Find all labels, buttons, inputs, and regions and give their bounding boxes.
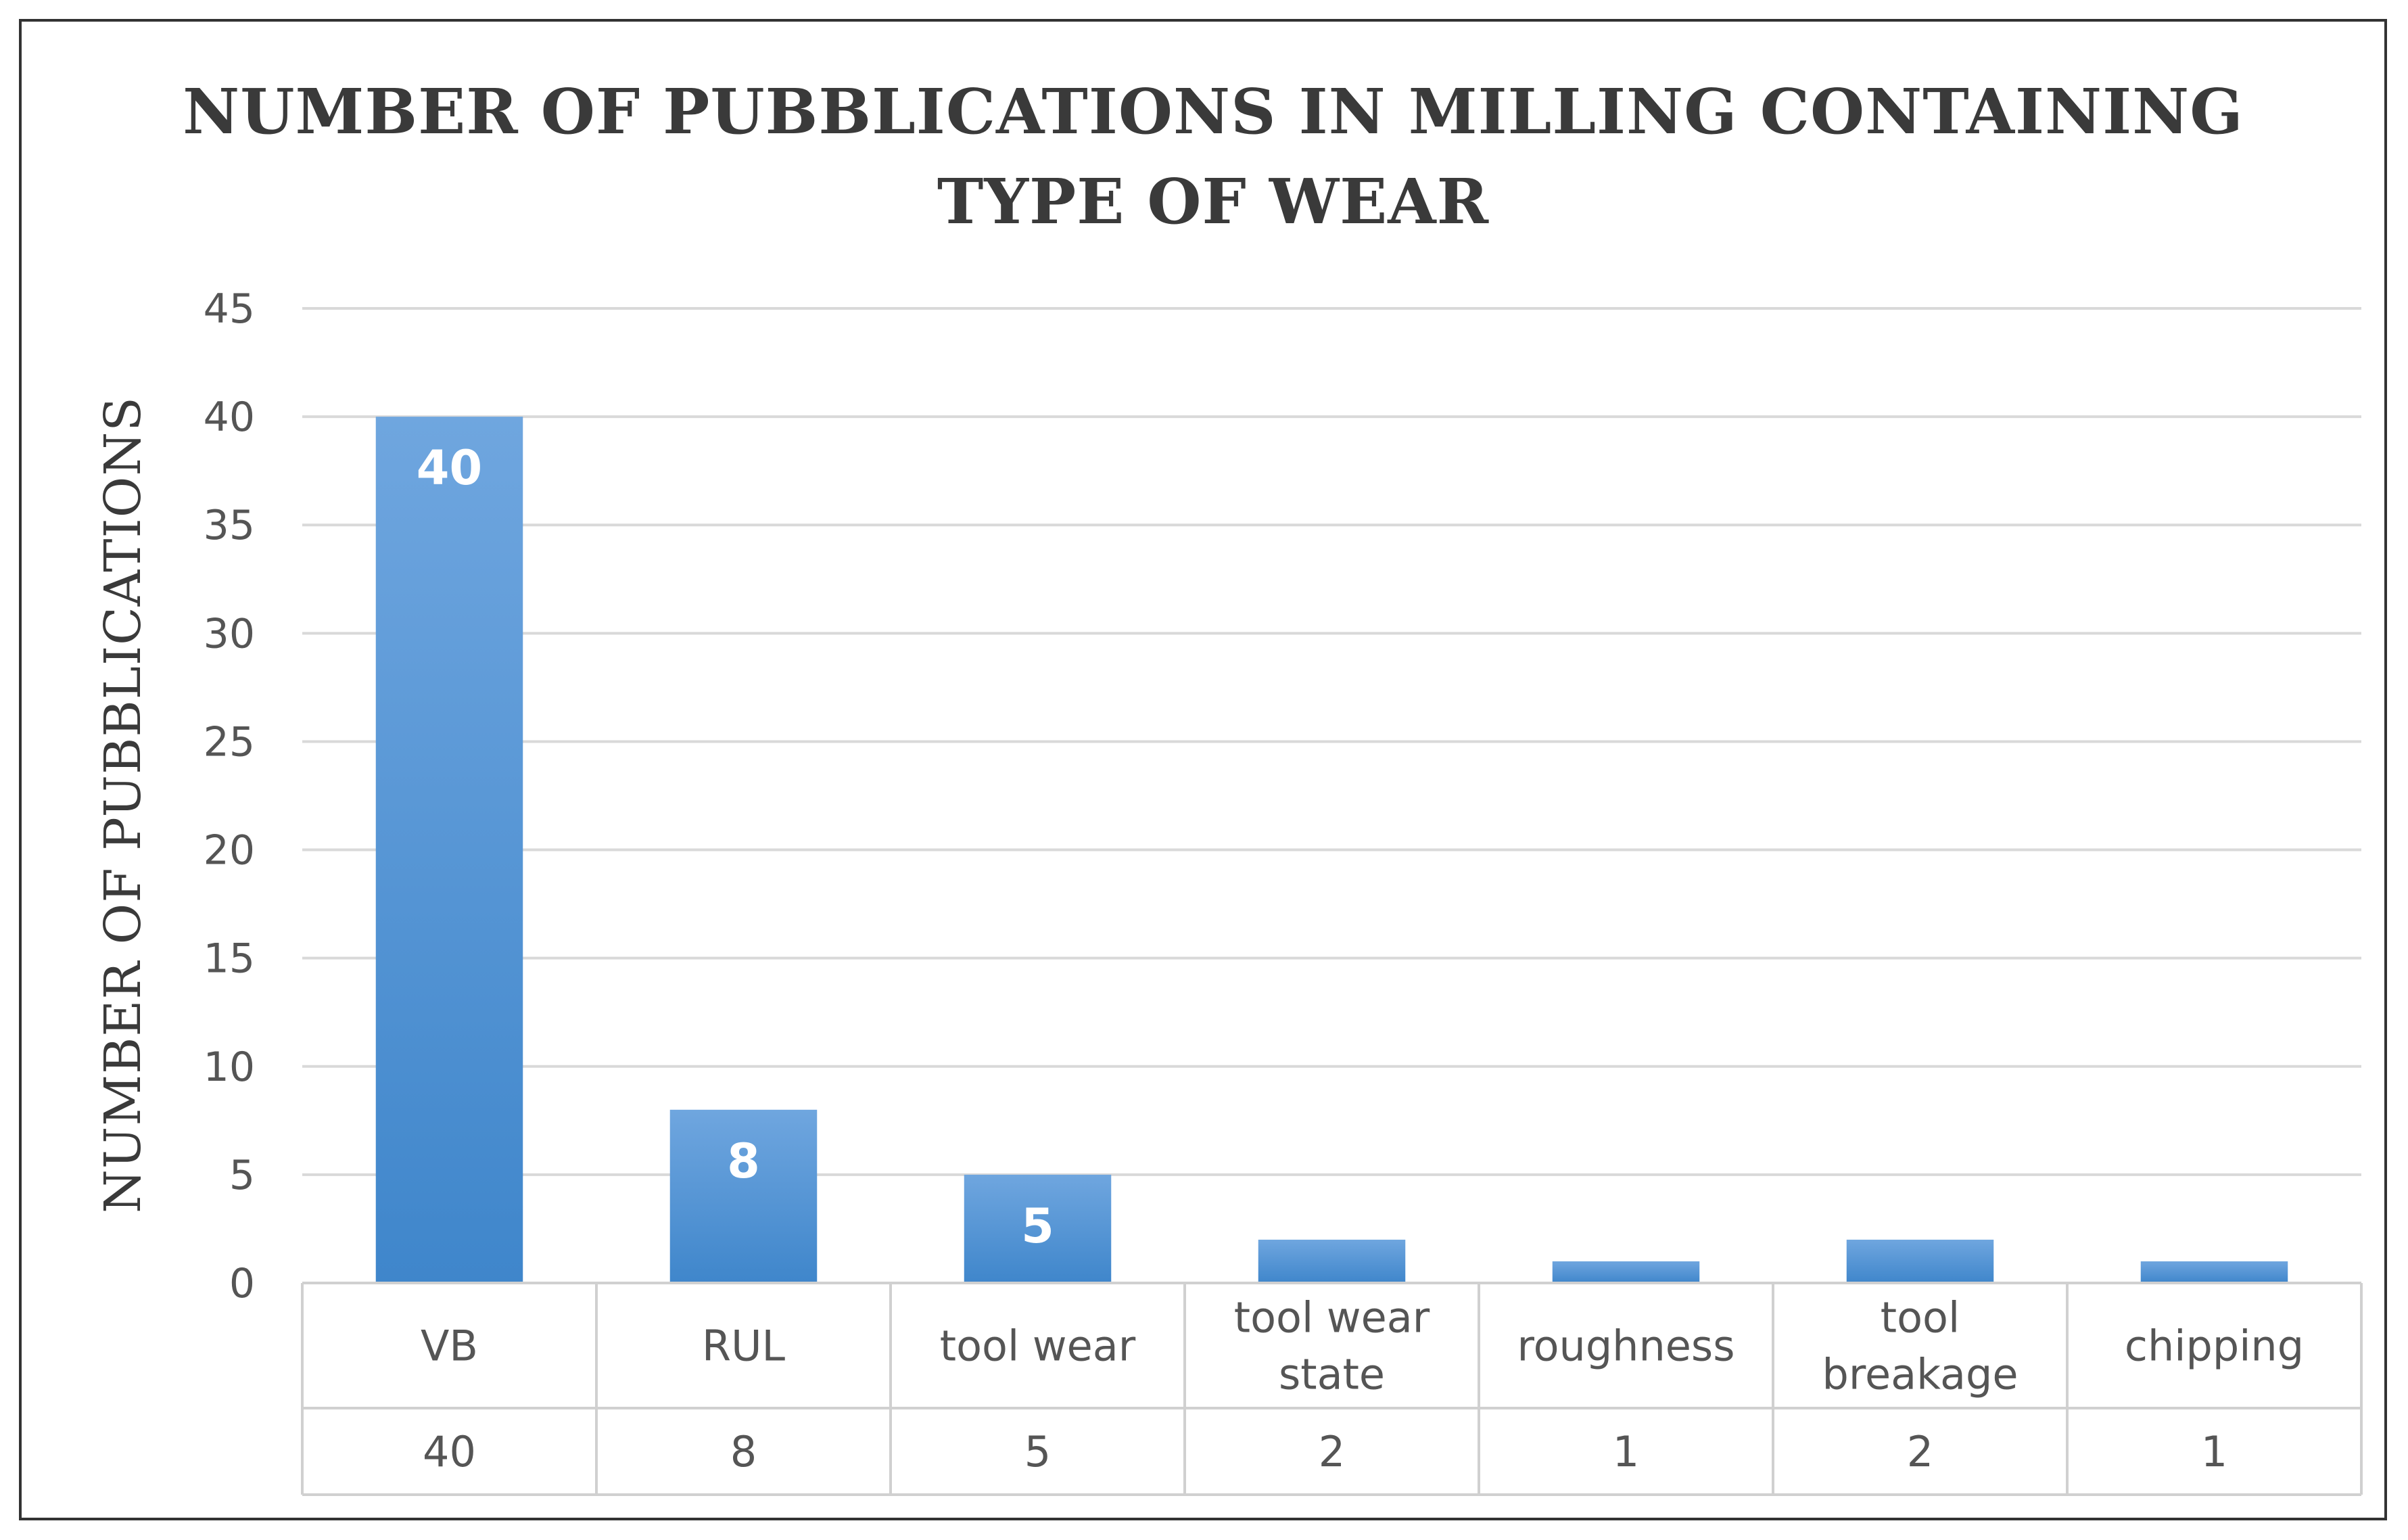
y-tick-label-35: 35 [204,502,255,549]
data-label-1: 8 [727,1134,760,1189]
bars [375,417,2288,1283]
bar-6 [2140,1261,2288,1283]
category-label-0-0: VB [421,1322,478,1371]
bar-4 [1552,1261,1700,1283]
category-label-1-0: RUL [702,1322,785,1371]
data-labels: 40 8 5 [417,440,1054,1254]
chart-title-line-1: NUMBER OF PUBBLICATIONS IN MILLING CONTA… [183,75,2244,148]
table-value-5: 2 [1907,1427,1933,1476]
category-label-3-0: tool wear [1234,1293,1430,1343]
bar-3 [1258,1239,1406,1283]
category-label-6-0: chipping [2125,1322,2304,1371]
category-label-5-1: breakage [1822,1350,2019,1399]
data-table: VB 40 RUL 8 tool wear 5 tool wear state 2 roughne… [301,1282,2363,1496]
table-value-6: 1 [2201,1427,2227,1476]
bar-2 [964,1174,1112,1283]
chart-title-line-2: TYPE OF WEAR [937,165,1489,238]
bar-0 [375,417,523,1283]
category-label-4-0: roughness [1517,1322,1734,1371]
table-value-0: 40 [423,1427,476,1476]
y-tick-label-30: 30 [204,610,255,657]
bar-1 [669,1109,818,1283]
table-value-3: 2 [1319,1427,1345,1476]
y-tick-label-25: 25 [204,718,255,766]
data-label-2: 5 [1021,1198,1054,1254]
gridlines [302,307,2361,1176]
y-axis-ticks: 0 5 10 15 20 25 30 35 40 45 [204,285,255,1307]
category-label-2-0: tool wear [940,1322,1136,1371]
table-value-4: 1 [1613,1427,1639,1476]
y-tick-label-40: 40 [204,394,255,441]
table-value-1: 8 [730,1427,757,1476]
table-value-2: 5 [1024,1427,1051,1476]
y-tick-label-15: 15 [204,935,255,983]
category-label-3-1: state [1279,1350,1385,1399]
y-tick-label-20: 20 [204,827,255,874]
bar-chart: NUMBER OF PUBBLICATIONS IN MILLING CONTA… [94,75,2363,1496]
y-tick-label-0: 0 [229,1260,255,1307]
y-tick-label-5: 5 [229,1152,255,1199]
category-label-5-0: tool [1881,1293,1960,1343]
data-label-0: 40 [417,440,482,496]
y-tick-label-10: 10 [204,1044,255,1091]
bar-5 [1846,1239,1994,1283]
chart-frame: NUMBER OF PUBBLICATIONS IN MILLING CONTA… [19,19,2387,1520]
y-tick-label-45: 45 [204,285,255,333]
y-axis-label: NUMBER OF PUBBLICATIONS [94,396,152,1213]
